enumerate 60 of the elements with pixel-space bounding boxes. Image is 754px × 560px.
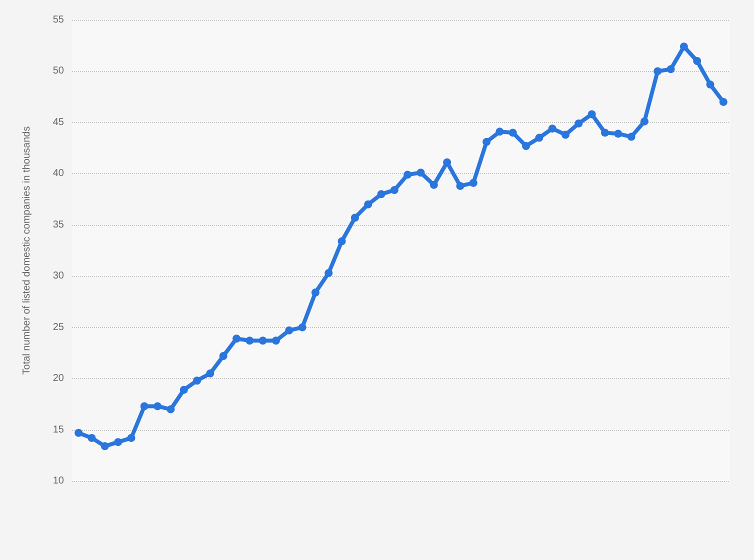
point	[166, 405, 175, 414]
y-tick-label: 25	[52, 322, 64, 333]
point	[285, 326, 294, 334]
y-tick-label: 55	[52, 14, 64, 26]
point	[193, 376, 202, 385]
point	[416, 168, 425, 177]
point	[180, 386, 188, 394]
point	[680, 42, 688, 51]
point	[390, 186, 398, 194]
y-tick-label: 20	[52, 373, 64, 384]
point	[706, 80, 714, 89]
y-tick-label: 45	[52, 116, 64, 128]
point	[496, 128, 504, 136]
point	[535, 134, 544, 142]
point	[522, 142, 530, 150]
point	[272, 336, 280, 345]
point	[666, 65, 675, 74]
y-tick-label: 35	[52, 219, 64, 230]
point	[508, 128, 517, 137]
point	[246, 336, 254, 345]
y-tick-label: 10	[52, 476, 64, 486]
y-tick-label: 40	[52, 168, 64, 180]
point	[298, 323, 306, 332]
y-axis-title: Total number of listed domestic companies in thousands	[22, 126, 32, 375]
point	[719, 98, 728, 106]
point	[154, 402, 162, 410]
point	[311, 288, 320, 296]
y-tick-label: 15	[52, 424, 64, 436]
point	[588, 110, 596, 118]
y-tick-label: 30	[52, 270, 64, 282]
point	[364, 200, 372, 208]
point	[258, 336, 267, 345]
point	[127, 434, 136, 442]
point	[140, 402, 148, 410]
point	[232, 334, 240, 343]
point	[627, 132, 636, 141]
point	[377, 190, 386, 198]
point	[219, 352, 228, 360]
y-tick-label: 50	[52, 66, 64, 77]
point	[74, 428, 83, 437]
point	[456, 182, 464, 190]
point	[469, 178, 478, 187]
point	[404, 170, 412, 179]
point	[574, 119, 583, 128]
point	[114, 438, 122, 446]
point	[548, 124, 556, 133]
point	[640, 117, 648, 126]
point	[614, 130, 622, 138]
point	[324, 269, 333, 278]
point	[350, 214, 359, 222]
point	[693, 56, 702, 65]
point	[482, 138, 491, 146]
point	[562, 130, 570, 139]
point	[100, 442, 109, 450]
point	[430, 180, 438, 189]
point	[338, 237, 346, 246]
point	[206, 369, 214, 378]
point	[654, 67, 662, 76]
point	[600, 128, 609, 137]
point	[88, 434, 96, 442]
